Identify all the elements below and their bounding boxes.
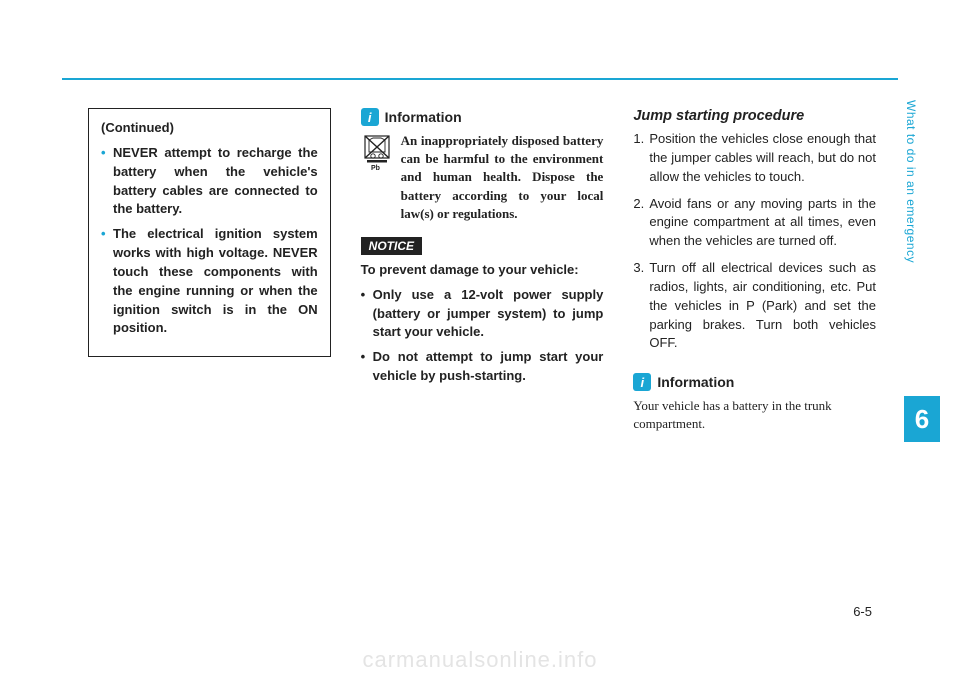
- info-body: Pb An inappropriately disposed battery c…: [361, 132, 604, 223]
- watermark: carmanualsonline.info: [0, 647, 960, 673]
- step-number: 1.: [633, 130, 644, 149]
- info2-title: Information: [657, 374, 734, 390]
- header-rule: [62, 78, 898, 80]
- continued-label: (Continued): [101, 119, 318, 138]
- step-text: Position the vehicles close enough that …: [649, 131, 876, 184]
- column-1: (Continued) NEVER attempt to recharge th…: [88, 108, 331, 434]
- battery-disposal-icon: Pb: [361, 132, 393, 223]
- info-text: An inappropriately disposed battery can …: [401, 132, 604, 223]
- side-tab: What to do in an emergency: [904, 100, 940, 350]
- info-heading: i Information: [361, 108, 604, 126]
- notice-lead: To prevent damage to your vehicle:: [361, 261, 604, 280]
- notice-item: Do not attempt to jump start your vehicl…: [361, 348, 604, 386]
- notice-block: NOTICE To prevent damage to your vehicle…: [361, 237, 604, 386]
- column-3: Jump starting procedure 1. Position the v…: [633, 108, 876, 434]
- page-number: 6-5: [853, 604, 872, 619]
- info-icon: i: [361, 108, 379, 126]
- column-2: i Information Pb An inappropriately disp…: [361, 108, 604, 434]
- step-number: 3.: [633, 259, 644, 278]
- notice-badge: NOTICE: [361, 237, 422, 255]
- notice-list: Only use a 12-volt power supply (battery…: [361, 286, 604, 386]
- side-chapter-label: What to do in an emergency: [904, 100, 918, 350]
- info-icon: i: [633, 373, 651, 391]
- notice-item: Only use a 12-volt power supply (battery…: [361, 286, 604, 343]
- step-item: 2. Avoid fans or any moving parts in the …: [633, 195, 876, 252]
- info2-heading: i Information: [633, 373, 876, 391]
- side-chapter-number: 6: [904, 396, 940, 442]
- info2-text: Your vehicle has a battery in the trunk …: [633, 397, 876, 433]
- warning-box: (Continued) NEVER attempt to recharge th…: [88, 108, 331, 357]
- step-item: 1. Position the vehicles close enough tha…: [633, 130, 876, 187]
- step-text: Turn off all electrical devices such as …: [649, 260, 876, 350]
- procedure-steps: 1. Position the vehicles close enough tha…: [633, 130, 876, 353]
- pb-caption: Pb: [371, 165, 380, 172]
- spacer: [633, 361, 876, 373]
- warning-item: The electrical ignition system works wit…: [101, 225, 318, 338]
- info-title: Information: [385, 109, 462, 125]
- step-text: Avoid fans or any moving parts in the en…: [649, 196, 876, 249]
- notice-body: To prevent damage to your vehicle: Only …: [361, 261, 604, 386]
- section-title: Jump starting procedure: [633, 108, 876, 124]
- warning-list: NEVER attempt to recharge the battery wh…: [101, 144, 318, 338]
- warning-item: NEVER attempt to recharge the battery wh…: [101, 144, 318, 219]
- step-item: 3. Turn off all electrical devices such a…: [633, 259, 876, 353]
- content-columns: (Continued) NEVER attempt to recharge th…: [88, 108, 876, 434]
- step-number: 2.: [633, 195, 644, 214]
